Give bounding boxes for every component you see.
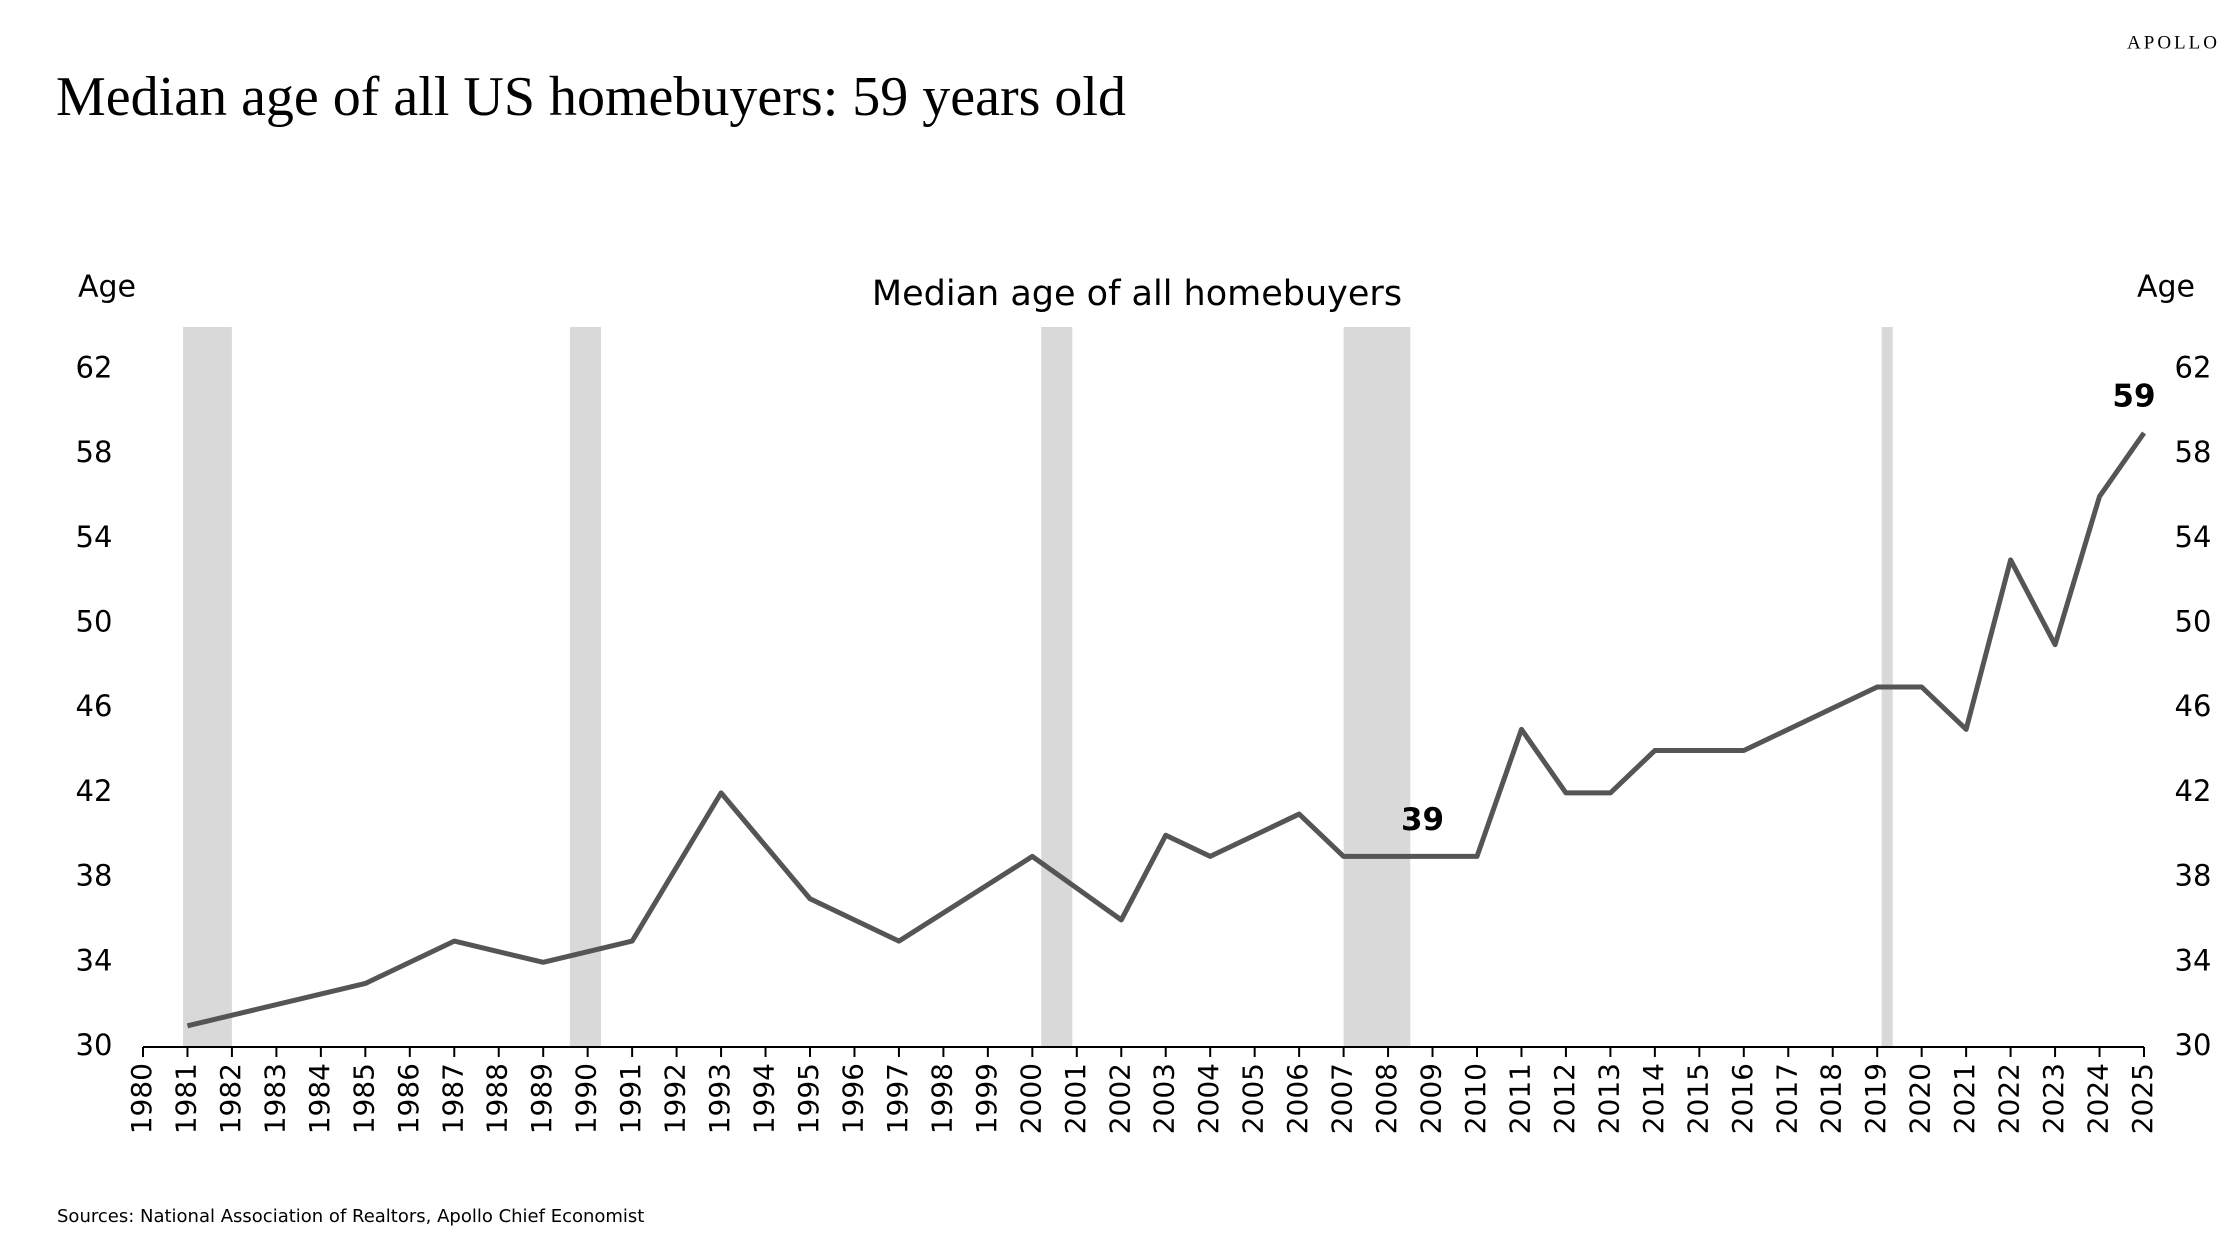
y-tick-label: 42 [76, 774, 113, 808]
x-tick-label: 2018 [1815, 1063, 1848, 1134]
x-tick-label: 1986 [392, 1063, 425, 1134]
x-tick-label: 2023 [2037, 1063, 2070, 1134]
y2-tick-label: 38 [2175, 859, 2212, 893]
x-tick-label: 2022 [1993, 1063, 2026, 1134]
y2-tick-label: 42 [2175, 774, 2212, 808]
x-tick-label: 1994 [748, 1063, 781, 1134]
x-tick-label: 1981 [169, 1063, 202, 1134]
recession-band [183, 327, 232, 1047]
data-line [186, 431, 2147, 1029]
x-tick-label: 2002 [1103, 1063, 1136, 1134]
x-tick-label: 1992 [659, 1063, 692, 1134]
x-tick-label: 2024 [2082, 1063, 2115, 1134]
x-tick-label: 2007 [1326, 1063, 1359, 1134]
x-tick-label: 2013 [1592, 1063, 1625, 1134]
x-tick-label: 2012 [1548, 1063, 1581, 1134]
y-tick-label: 30 [76, 1028, 113, 1062]
x-tick-label: 1998 [925, 1063, 958, 1134]
recession-band [1343, 327, 1411, 1047]
brand: APOLLO [2127, 32, 2220, 53]
y-tick-label: 50 [76, 604, 113, 638]
x-tick-label: 2020 [1904, 1063, 1937, 1134]
x-tick-label: 2016 [1726, 1063, 1759, 1134]
source: Sources: National Association of Realtor… [57, 1206, 644, 1227]
x-tick-label: 1983 [258, 1063, 291, 1134]
headline: Median age of all US homebuyers: 59 year… [56, 66, 1126, 128]
y2-tick-label: 46 [2175, 689, 2212, 723]
y-tick-label: 54 [76, 520, 113, 554]
x-tick-label: 2006 [1281, 1063, 1314, 1134]
x-tick-label: 2025 [2126, 1063, 2159, 1134]
x-tick-label: 2008 [1370, 1063, 1403, 1134]
annotation: 39 [1401, 802, 1444, 838]
x-tick-label: 1990 [570, 1063, 603, 1134]
x-tick-label: 1982 [214, 1063, 247, 1134]
y-tick-label: 62 [76, 350, 113, 384]
x-tick-label: 1989 [525, 1063, 558, 1134]
y2-tick-label: 58 [2175, 435, 2212, 469]
recession-band [1041, 327, 1073, 1047]
x-tick-label: 2019 [1859, 1063, 1892, 1134]
x-tick-label: 1993 [703, 1063, 736, 1134]
x-tick-label: 2017 [1770, 1063, 1803, 1134]
y-axis-label: Age [78, 270, 136, 305]
x-tick-label: 1980 [125, 1063, 158, 1134]
x-tick-label: 2010 [1459, 1063, 1492, 1134]
x-tick-label: 2015 [1681, 1063, 1714, 1134]
x-tick-label: 2001 [1059, 1063, 1092, 1134]
y2-tick-label: 62 [2175, 350, 2212, 384]
x-tick-label: 2009 [1415, 1063, 1448, 1134]
x-tick-label: 1996 [836, 1063, 869, 1134]
y-tick-label: 38 [76, 859, 113, 893]
x-tick-label: 1995 [792, 1063, 825, 1134]
y-tick-label: 58 [76, 435, 113, 469]
x-tick-label: 2004 [1192, 1063, 1225, 1134]
x-tick-label: 2005 [1237, 1063, 1270, 1134]
x-tick-label: 2014 [1637, 1063, 1670, 1134]
chart-title: Median age of all homebuyers [872, 274, 1402, 314]
y-tick-label: 46 [76, 689, 113, 723]
y-tick-label: 34 [76, 943, 113, 977]
y2-tick-label: 54 [2175, 520, 2212, 554]
recession-band [569, 327, 602, 1047]
x-tick-label: 1985 [347, 1063, 380, 1134]
x-tick-label: 1984 [303, 1063, 336, 1134]
y2-tick-label: 50 [2175, 604, 2212, 638]
x-tick-label: 1987 [436, 1063, 469, 1134]
x-tick-label: 1988 [481, 1063, 514, 1134]
x-tick-label: 1991 [614, 1063, 647, 1134]
x-tick-label: 2011 [1503, 1063, 1536, 1134]
annotation: 59 [2112, 378, 2155, 414]
y2-tick-label: 30 [2175, 1028, 2212, 1062]
x-tick-label: 2003 [1148, 1063, 1181, 1134]
x-tick-label: 2021 [1948, 1063, 1981, 1134]
y2-axis-label: Age [2137, 270, 2195, 305]
x-tick-label: 1997 [881, 1063, 914, 1134]
y2-tick-label: 34 [2175, 943, 2212, 977]
x-tick-label: 2000 [1014, 1063, 1047, 1134]
x-tick-label: 1999 [970, 1063, 1003, 1134]
